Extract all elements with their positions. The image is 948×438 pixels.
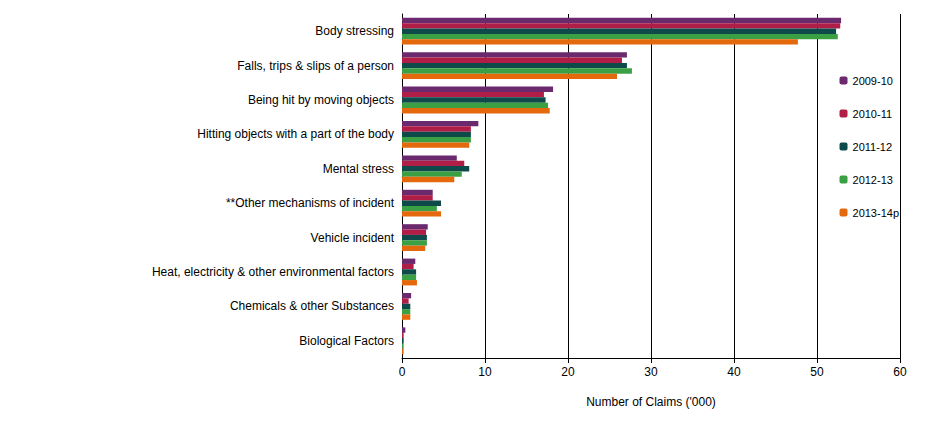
- svg-text:Number of Claims ('000): Number of Claims ('000): [586, 395, 716, 409]
- svg-text:Vehicle incident: Vehicle incident: [311, 231, 395, 245]
- svg-text:Being hit by moving objects: Being hit by moving objects: [248, 93, 394, 107]
- svg-text:Mental stress: Mental stress: [323, 162, 394, 176]
- svg-text:2013-14p: 2013-14p: [853, 207, 900, 219]
- svg-text:Falls, trips & slips of a pers: Falls, trips & slips of a person: [237, 59, 394, 73]
- svg-text:Body stressing: Body stressing: [315, 24, 394, 38]
- svg-text:2009-10: 2009-10: [853, 75, 893, 87]
- svg-text:**Other mechanisms of incident: **Other mechanisms of incident: [226, 196, 395, 210]
- svg-text:Hitting objects with a part of: Hitting objects with a part of the body: [197, 127, 394, 141]
- svg-text:2010-11: 2010-11: [853, 108, 893, 120]
- svg-text:30: 30: [644, 365, 658, 379]
- svg-text:20: 20: [561, 365, 575, 379]
- svg-text:40: 40: [727, 365, 741, 379]
- svg-text:Biological Factors: Biological Factors: [299, 334, 394, 348]
- svg-text:50: 50: [810, 365, 824, 379]
- svg-text:2012-13: 2012-13: [853, 174, 893, 186]
- svg-text:Chemicals & other Substances: Chemicals & other Substances: [230, 299, 394, 313]
- svg-text:2011-12: 2011-12: [853, 141, 893, 153]
- svg-text:60: 60: [893, 365, 907, 379]
- svg-text:0: 0: [399, 365, 406, 379]
- svg-text:Heat, electricity & other envi: Heat, electricity & other environmental …: [152, 265, 394, 279]
- svg-text:10: 10: [478, 365, 492, 379]
